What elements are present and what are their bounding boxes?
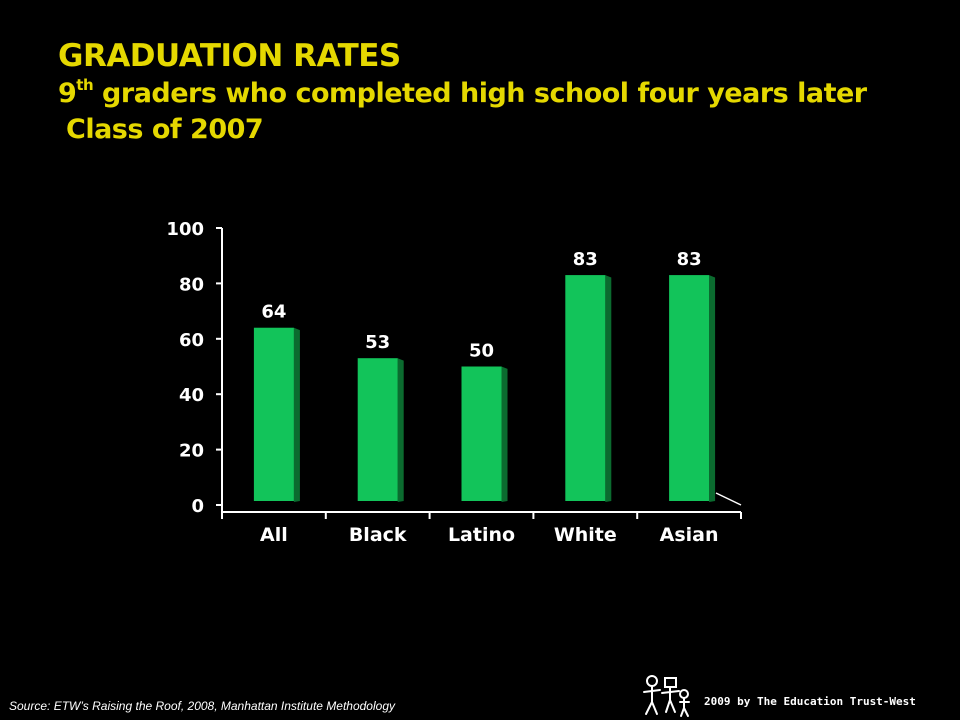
floor-edge-line [715, 492, 742, 506]
x-tick-label-black: Black [349, 524, 407, 546]
y-tick-label: 20 [179, 441, 204, 462]
slide-class-year: Class of 2007 [66, 114, 264, 145]
data-label-all: 64 [261, 302, 286, 323]
subtitle-ordinal-suffix: th [76, 76, 94, 94]
bar-side-asian [709, 275, 716, 502]
y-tick-label: 60 [179, 330, 204, 351]
data-label-asian: 83 [677, 249, 702, 270]
bar-black [357, 358, 398, 501]
data-label-latino: 50 [469, 341, 494, 362]
subtitle-text: graders who completed high school four y… [93, 78, 867, 109]
y-tick-label: 80 [179, 274, 204, 295]
data-label-black: 53 [365, 332, 390, 353]
bar-asian [669, 275, 710, 501]
x-tick-label-white: White [554, 524, 617, 546]
subtitle-ordinal: 9 [58, 78, 77, 109]
source-note: Source: ETW’s Raising the Roof, 2008, Ma… [9, 699, 395, 713]
x-tick-label-asian: Asian [660, 524, 719, 546]
chart-labels: 0 20 40 60 80 100 64 All 53 Black 50 Latino 83 White 8… [166, 219, 718, 546]
y-tick-label: 40 [179, 385, 204, 406]
data-label-white: 83 [573, 249, 598, 270]
copyright-credit: 2009 by The Education Trust-West [704, 695, 916, 708]
chart-axes [216, 227, 742, 519]
bar-side-black [397, 358, 404, 502]
bar-side-white [605, 275, 612, 502]
chart-bars [253, 275, 716, 502]
bar-side-latino [501, 366, 508, 502]
y-tick-label: 0 [191, 496, 204, 517]
bar-white [565, 275, 606, 501]
bar-latino [461, 366, 502, 501]
slide-title-block: GRADUATION RATES 9th graders who complet… [58, 36, 938, 148]
bar-all [253, 327, 294, 501]
bar-side-all [293, 327, 300, 502]
slide-subtitle: 9th graders who completed high school fo… [58, 76, 938, 112]
slide-title: GRADUATION RATES [58, 38, 401, 74]
x-tick-label-latino: Latino [448, 524, 515, 546]
education-trust-figures-icon [643, 675, 690, 717]
x-tick-label-all: All [260, 524, 288, 546]
y-tick-label: 100 [166, 219, 204, 240]
